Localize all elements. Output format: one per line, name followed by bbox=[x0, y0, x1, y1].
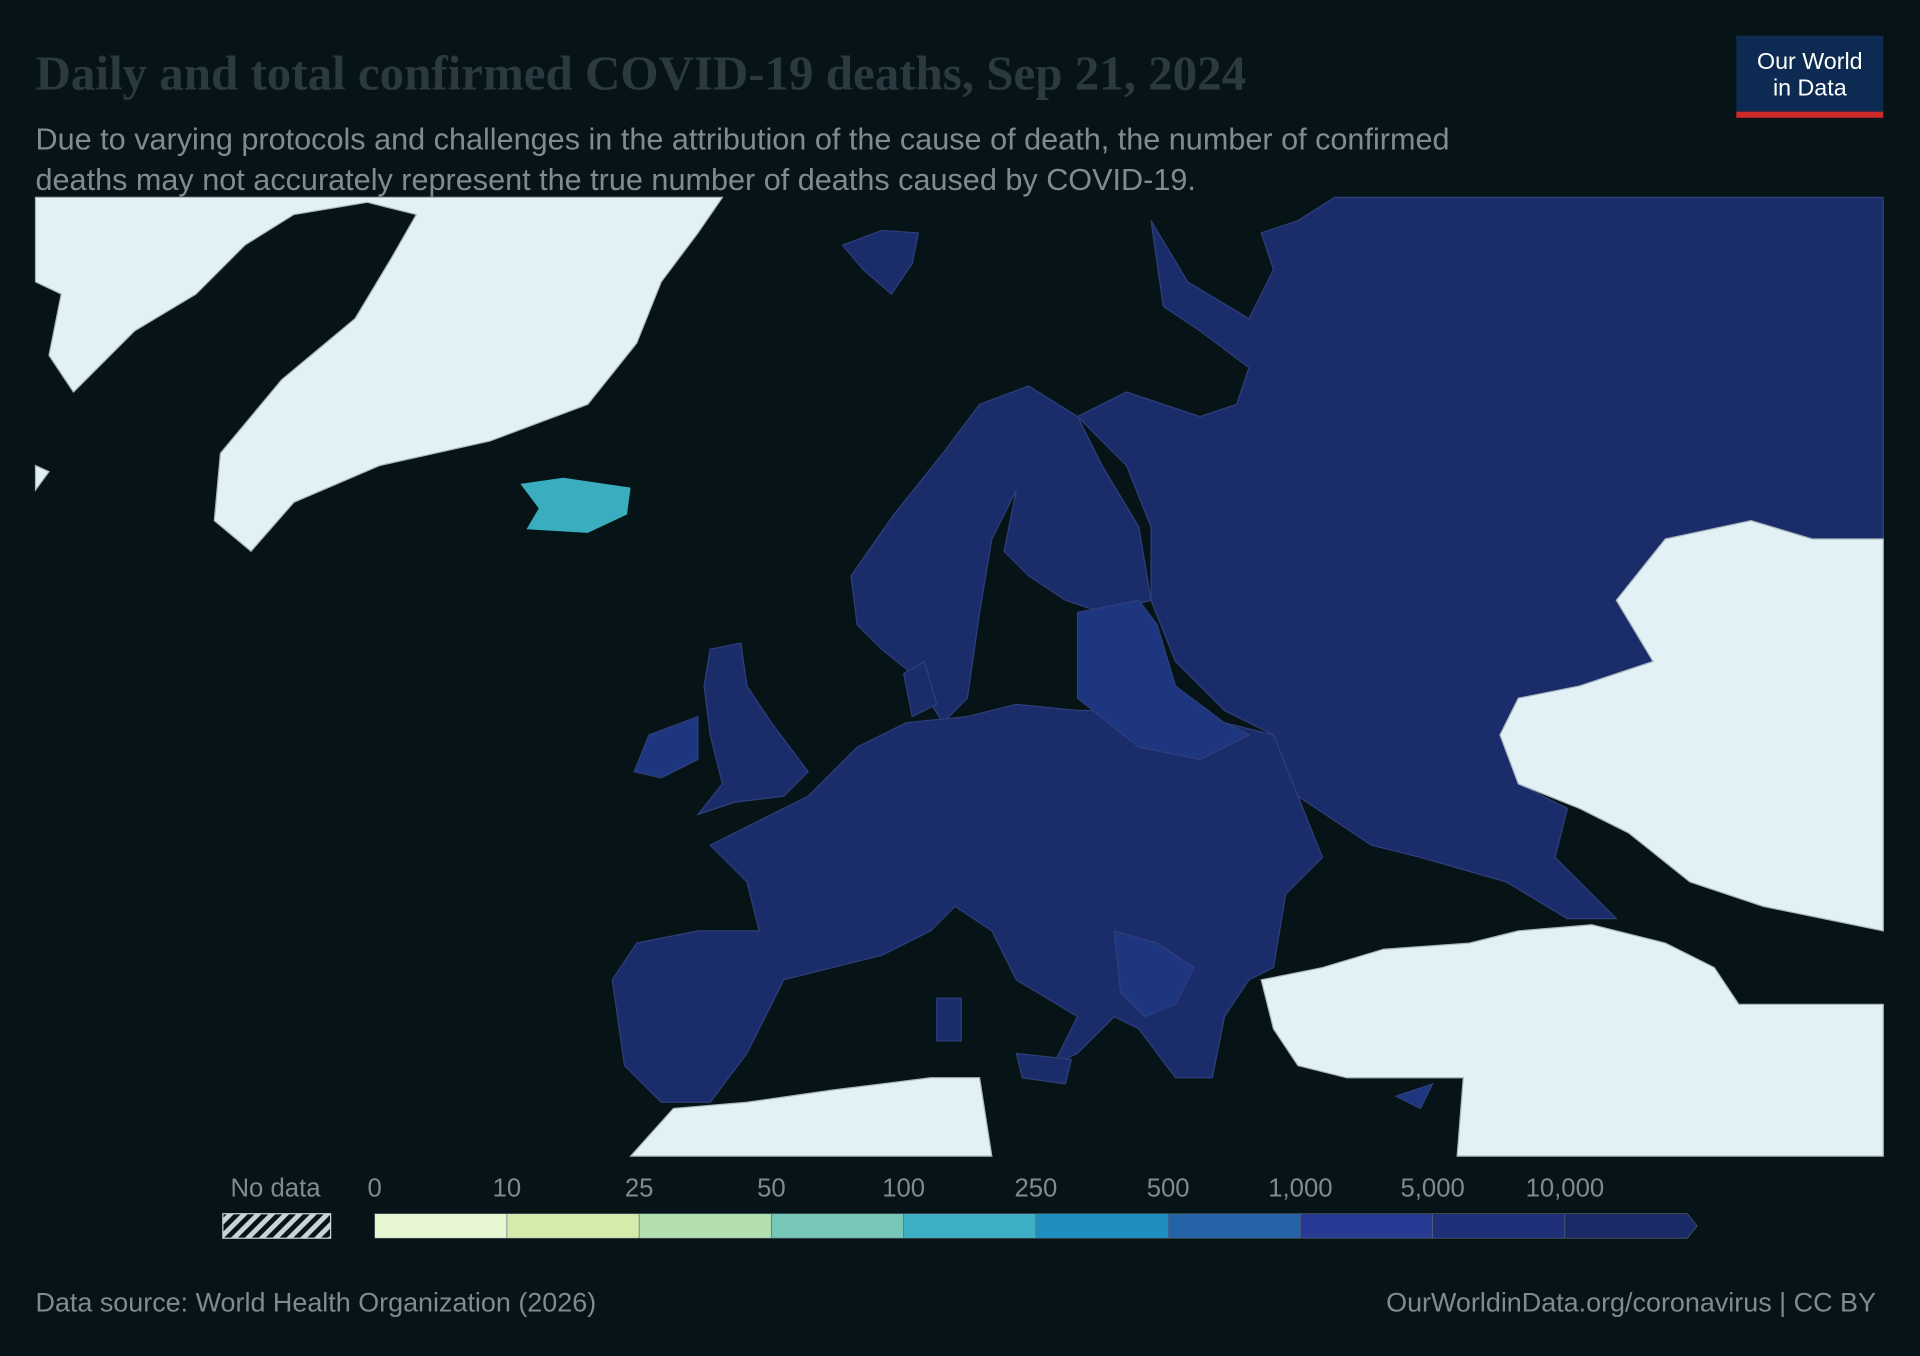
title: Daily and total confirmed COVID-19 death… bbox=[36, 46, 1247, 101]
sicily bbox=[1015, 1052, 1073, 1085]
baltics bbox=[1076, 599, 1251, 761]
britain bbox=[696, 642, 809, 816]
legend-label: 50 bbox=[757, 1175, 786, 1203]
arctic-island bbox=[34, 464, 50, 492]
legend-swatch bbox=[638, 1213, 772, 1239]
logo-text: Our World bbox=[1757, 48, 1863, 74]
legend-swatch bbox=[506, 1213, 640, 1239]
map bbox=[34, 196, 1884, 1157]
legend-label: 0 bbox=[368, 1175, 382, 1203]
license: OurWorldinData.org/coronavirus | CC BY bbox=[1386, 1288, 1876, 1318]
cyprus bbox=[1394, 1082, 1434, 1110]
legend-label: 250 bbox=[1014, 1175, 1057, 1203]
central-asia bbox=[1499, 520, 1884, 932]
balkans bbox=[1113, 930, 1195, 1018]
ireland bbox=[633, 715, 699, 779]
iceland bbox=[520, 477, 631, 533]
denmark bbox=[902, 660, 938, 718]
africa bbox=[629, 1077, 993, 1157]
legend-swatch bbox=[374, 1213, 508, 1239]
legend-swatch bbox=[1432, 1213, 1566, 1239]
turkey-middle-east bbox=[1260, 924, 1884, 1157]
legend: No data 0 10 25 50 100 250 500 1,000 5,000 10,000 bbox=[222, 1175, 1698, 1239]
legend-label: 1,000 bbox=[1268, 1175, 1332, 1203]
sardinia bbox=[936, 997, 962, 1042]
legend-swatch bbox=[1564, 1213, 1698, 1239]
legend-label: 25 bbox=[625, 1175, 654, 1203]
legend-label: 10 bbox=[493, 1175, 522, 1203]
subtitle: deaths may not accurately represent the … bbox=[36, 163, 1196, 197]
legend-label: 500 bbox=[1147, 1175, 1190, 1203]
logo: Our World in Data bbox=[1736, 35, 1884, 118]
legend-label: 10,000 bbox=[1526, 1175, 1605, 1203]
subtitle: Due to varying protocols and challenges … bbox=[36, 123, 1450, 157]
legend-label: 5,000 bbox=[1400, 1175, 1464, 1203]
legend-swatch bbox=[903, 1213, 1037, 1239]
legend-no-data-swatch bbox=[222, 1213, 332, 1239]
legend-swatch bbox=[1300, 1213, 1433, 1239]
svalbard bbox=[841, 229, 920, 296]
legend-label: 100 bbox=[882, 1175, 925, 1203]
legend-swatch bbox=[1035, 1213, 1169, 1239]
source: Data source: World Health Organization (… bbox=[36, 1288, 597, 1318]
logo-text: in Data bbox=[1773, 75, 1847, 101]
legend-swatch bbox=[1167, 1213, 1301, 1239]
legend-no-data-label: No data bbox=[230, 1175, 321, 1203]
legend-swatch bbox=[771, 1213, 904, 1239]
greenland bbox=[34, 196, 724, 553]
